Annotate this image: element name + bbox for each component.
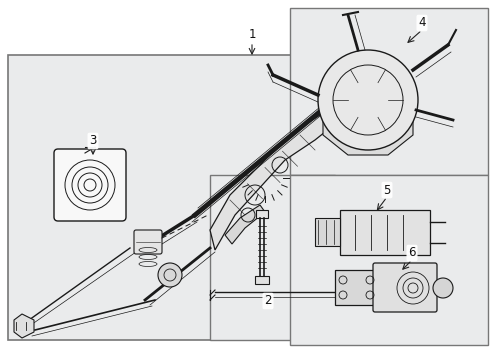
Circle shape	[158, 263, 182, 287]
Polygon shape	[210, 110, 340, 250]
Polygon shape	[323, 120, 413, 155]
Text: 5: 5	[383, 184, 391, 197]
Circle shape	[318, 50, 418, 150]
Circle shape	[433, 278, 453, 298]
FancyBboxPatch shape	[256, 210, 268, 218]
Text: 4: 4	[418, 17, 426, 30]
Polygon shape	[225, 205, 265, 244]
Bar	[210, 175, 335, 340]
FancyBboxPatch shape	[315, 218, 340, 246]
Bar	[290, 8, 488, 175]
FancyBboxPatch shape	[335, 270, 380, 305]
FancyBboxPatch shape	[134, 230, 162, 254]
FancyBboxPatch shape	[373, 263, 437, 312]
Text: 1: 1	[248, 28, 256, 41]
FancyBboxPatch shape	[54, 149, 126, 221]
Polygon shape	[14, 314, 34, 338]
Text: 3: 3	[89, 135, 97, 148]
Text: 6: 6	[408, 247, 416, 260]
Bar	[8, 55, 340, 340]
FancyBboxPatch shape	[340, 210, 430, 255]
Text: 2: 2	[264, 294, 272, 307]
Bar	[290, 175, 488, 345]
FancyBboxPatch shape	[255, 276, 269, 284]
